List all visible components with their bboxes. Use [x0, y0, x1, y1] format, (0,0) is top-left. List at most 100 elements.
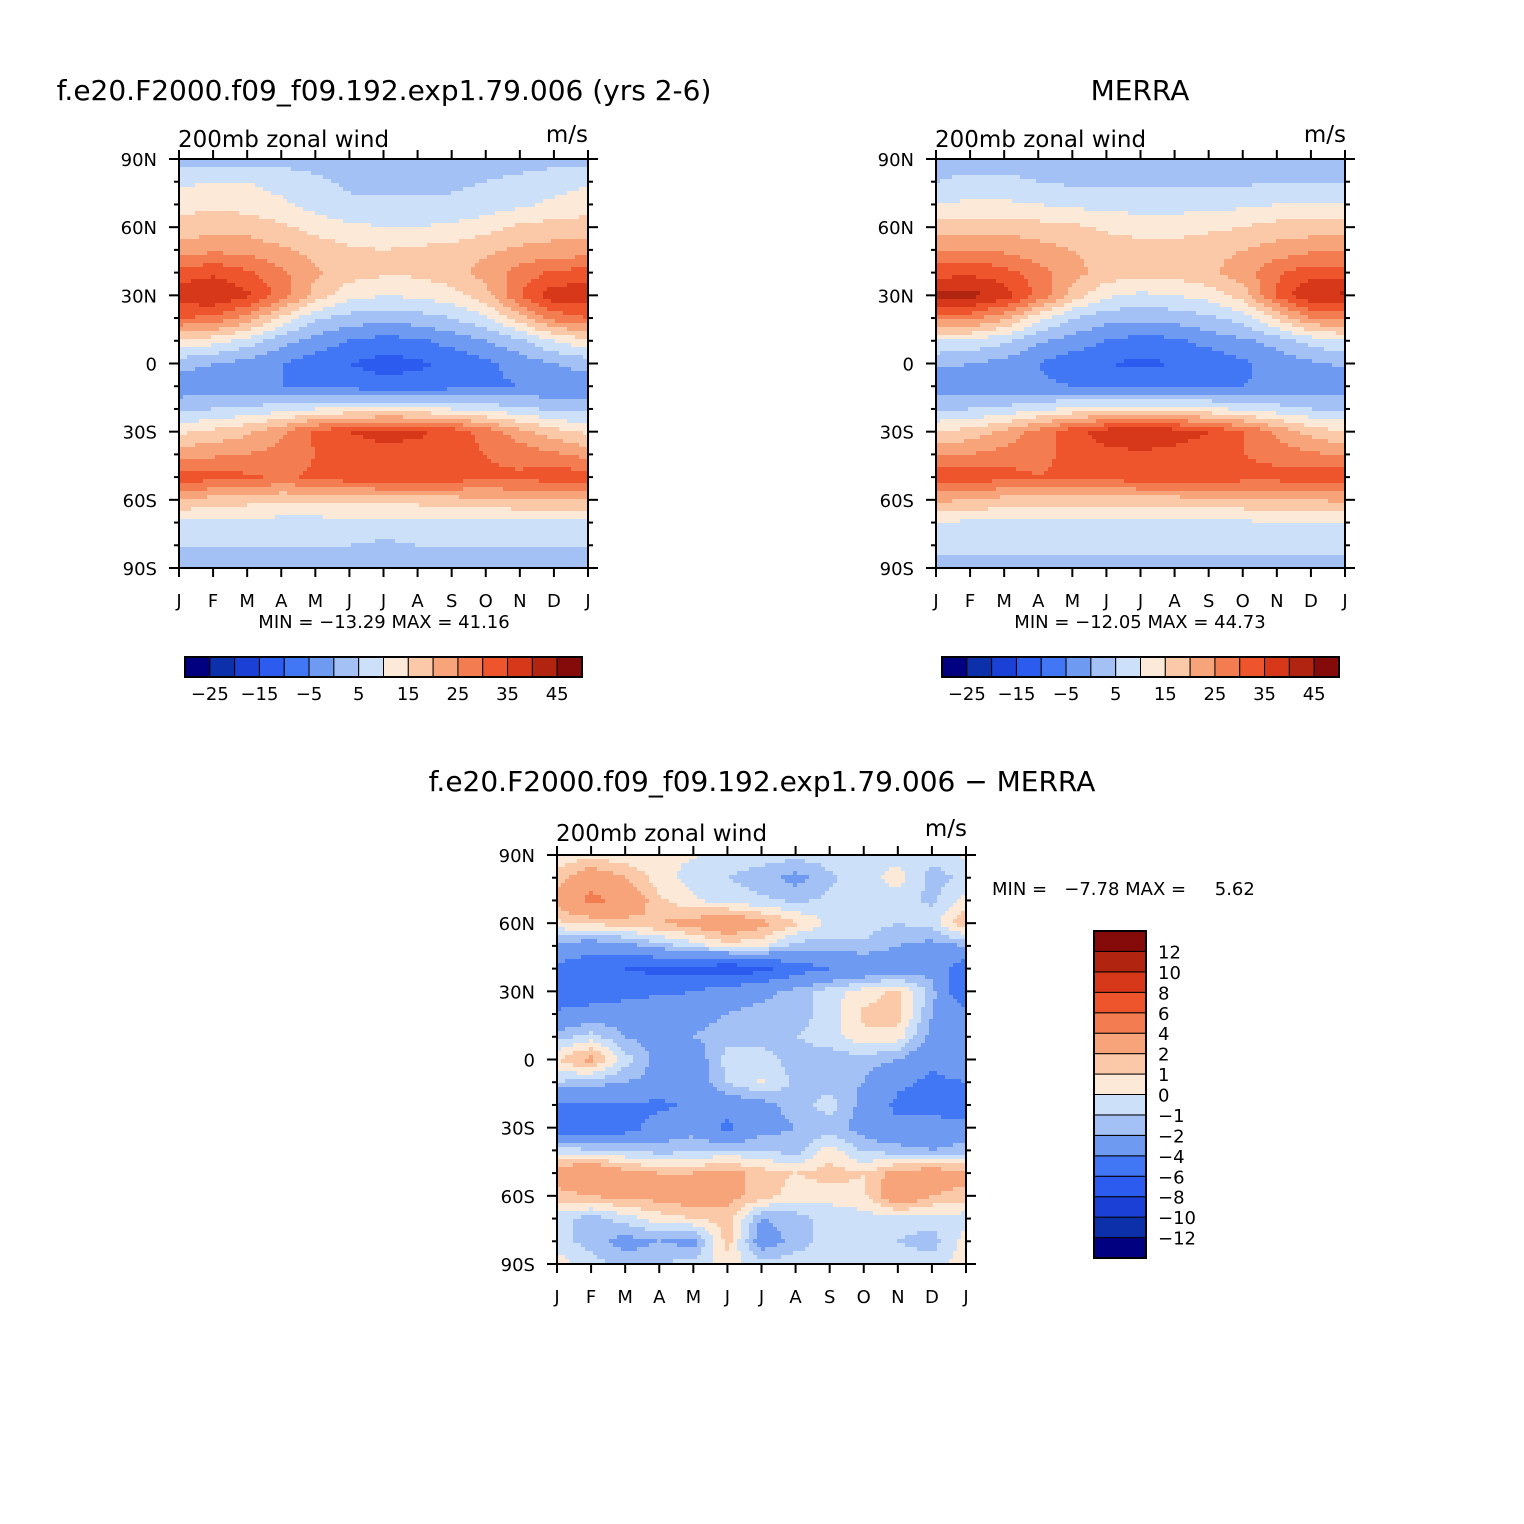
field-cell [219, 191, 224, 196]
field-cell [547, 163, 552, 168]
field-cell [251, 243, 256, 248]
field-cell [407, 163, 412, 168]
field-cell [491, 219, 496, 224]
field-cell [483, 207, 488, 212]
field-cell [535, 255, 540, 260]
field-cell [519, 191, 524, 196]
field-cell [467, 267, 472, 272]
field-cell [415, 175, 420, 180]
field-cell [567, 183, 572, 188]
field-cell [351, 235, 356, 240]
field-cell [363, 259, 368, 264]
field-cell [579, 235, 584, 240]
field-cell [275, 271, 280, 276]
field-cell [295, 195, 300, 200]
field-cell [395, 191, 400, 196]
field-cell [551, 207, 556, 212]
field-cell [199, 247, 204, 252]
field-cell [275, 203, 280, 208]
field-cell [539, 203, 544, 208]
field-cell [183, 203, 188, 208]
field-cell [331, 255, 336, 260]
field-cell [335, 239, 340, 244]
field-cell [495, 163, 500, 168]
field-cell [503, 163, 508, 168]
field-cell [347, 203, 352, 208]
field-cell [207, 255, 212, 260]
field-cell [191, 187, 196, 192]
field-cell [183, 195, 188, 200]
field-cell [399, 163, 404, 168]
field-cell [371, 191, 376, 196]
field-cell [463, 219, 468, 224]
field-cell [247, 199, 252, 204]
field-cell [183, 199, 188, 204]
field-cell [215, 199, 220, 204]
field-cell [315, 251, 320, 256]
field-cell [495, 223, 500, 228]
field-cell [347, 207, 352, 212]
field-cell [383, 263, 388, 268]
field-cell [499, 191, 504, 196]
field-cell [479, 255, 484, 260]
field-cell [419, 255, 424, 260]
field-cell [307, 235, 312, 240]
field-cell [451, 199, 456, 204]
field-cell [475, 215, 480, 220]
field-cell [471, 235, 476, 240]
field-cell [271, 191, 276, 196]
field-cell [507, 251, 512, 256]
field-cell [527, 179, 532, 184]
field-cell [319, 255, 324, 260]
field-cell [507, 235, 512, 240]
field-cell [239, 223, 244, 228]
field-cell [575, 263, 580, 268]
field-cell [187, 163, 192, 168]
field-cell [295, 191, 300, 196]
field-cell [551, 183, 556, 188]
field-cell [335, 215, 340, 220]
field-cell [367, 171, 372, 176]
field-cell [235, 227, 240, 232]
field-cell [459, 199, 464, 204]
field-cell [375, 195, 380, 200]
field-cell [579, 211, 584, 216]
field-cell [387, 163, 392, 168]
field-cell [511, 211, 516, 216]
field-cell [251, 207, 256, 212]
field-cell [491, 211, 496, 216]
field-cell [183, 223, 188, 228]
field-cell [467, 167, 472, 172]
field-cell [479, 243, 484, 248]
field-cell [299, 195, 304, 200]
field-cell [487, 175, 492, 180]
field-cell [339, 199, 344, 204]
field-cell [507, 263, 512, 268]
field-cell [311, 235, 316, 240]
panel-units-label: m/s [546, 122, 588, 148]
field-cell [375, 203, 380, 208]
field-cell [351, 199, 356, 204]
field-cell [583, 243, 588, 248]
field-cell [567, 243, 572, 248]
field-cell [539, 255, 544, 260]
field-cell [479, 227, 484, 232]
field-cell [559, 251, 564, 256]
field-cell [363, 227, 368, 232]
field-cell [283, 183, 288, 188]
field-cell [571, 227, 576, 232]
field-cell [491, 235, 496, 240]
field-cell [503, 175, 508, 180]
field-cell [383, 219, 388, 224]
field-cell [227, 223, 232, 228]
field-cell [531, 207, 536, 212]
field-cell [463, 163, 468, 168]
field-cell [255, 195, 260, 200]
field-cell [559, 195, 564, 200]
field-cell [387, 259, 392, 264]
field-cell [575, 195, 580, 200]
field-cell [571, 195, 576, 200]
field-cell [315, 255, 320, 260]
field-cell [259, 251, 264, 256]
field-cell [383, 203, 388, 208]
